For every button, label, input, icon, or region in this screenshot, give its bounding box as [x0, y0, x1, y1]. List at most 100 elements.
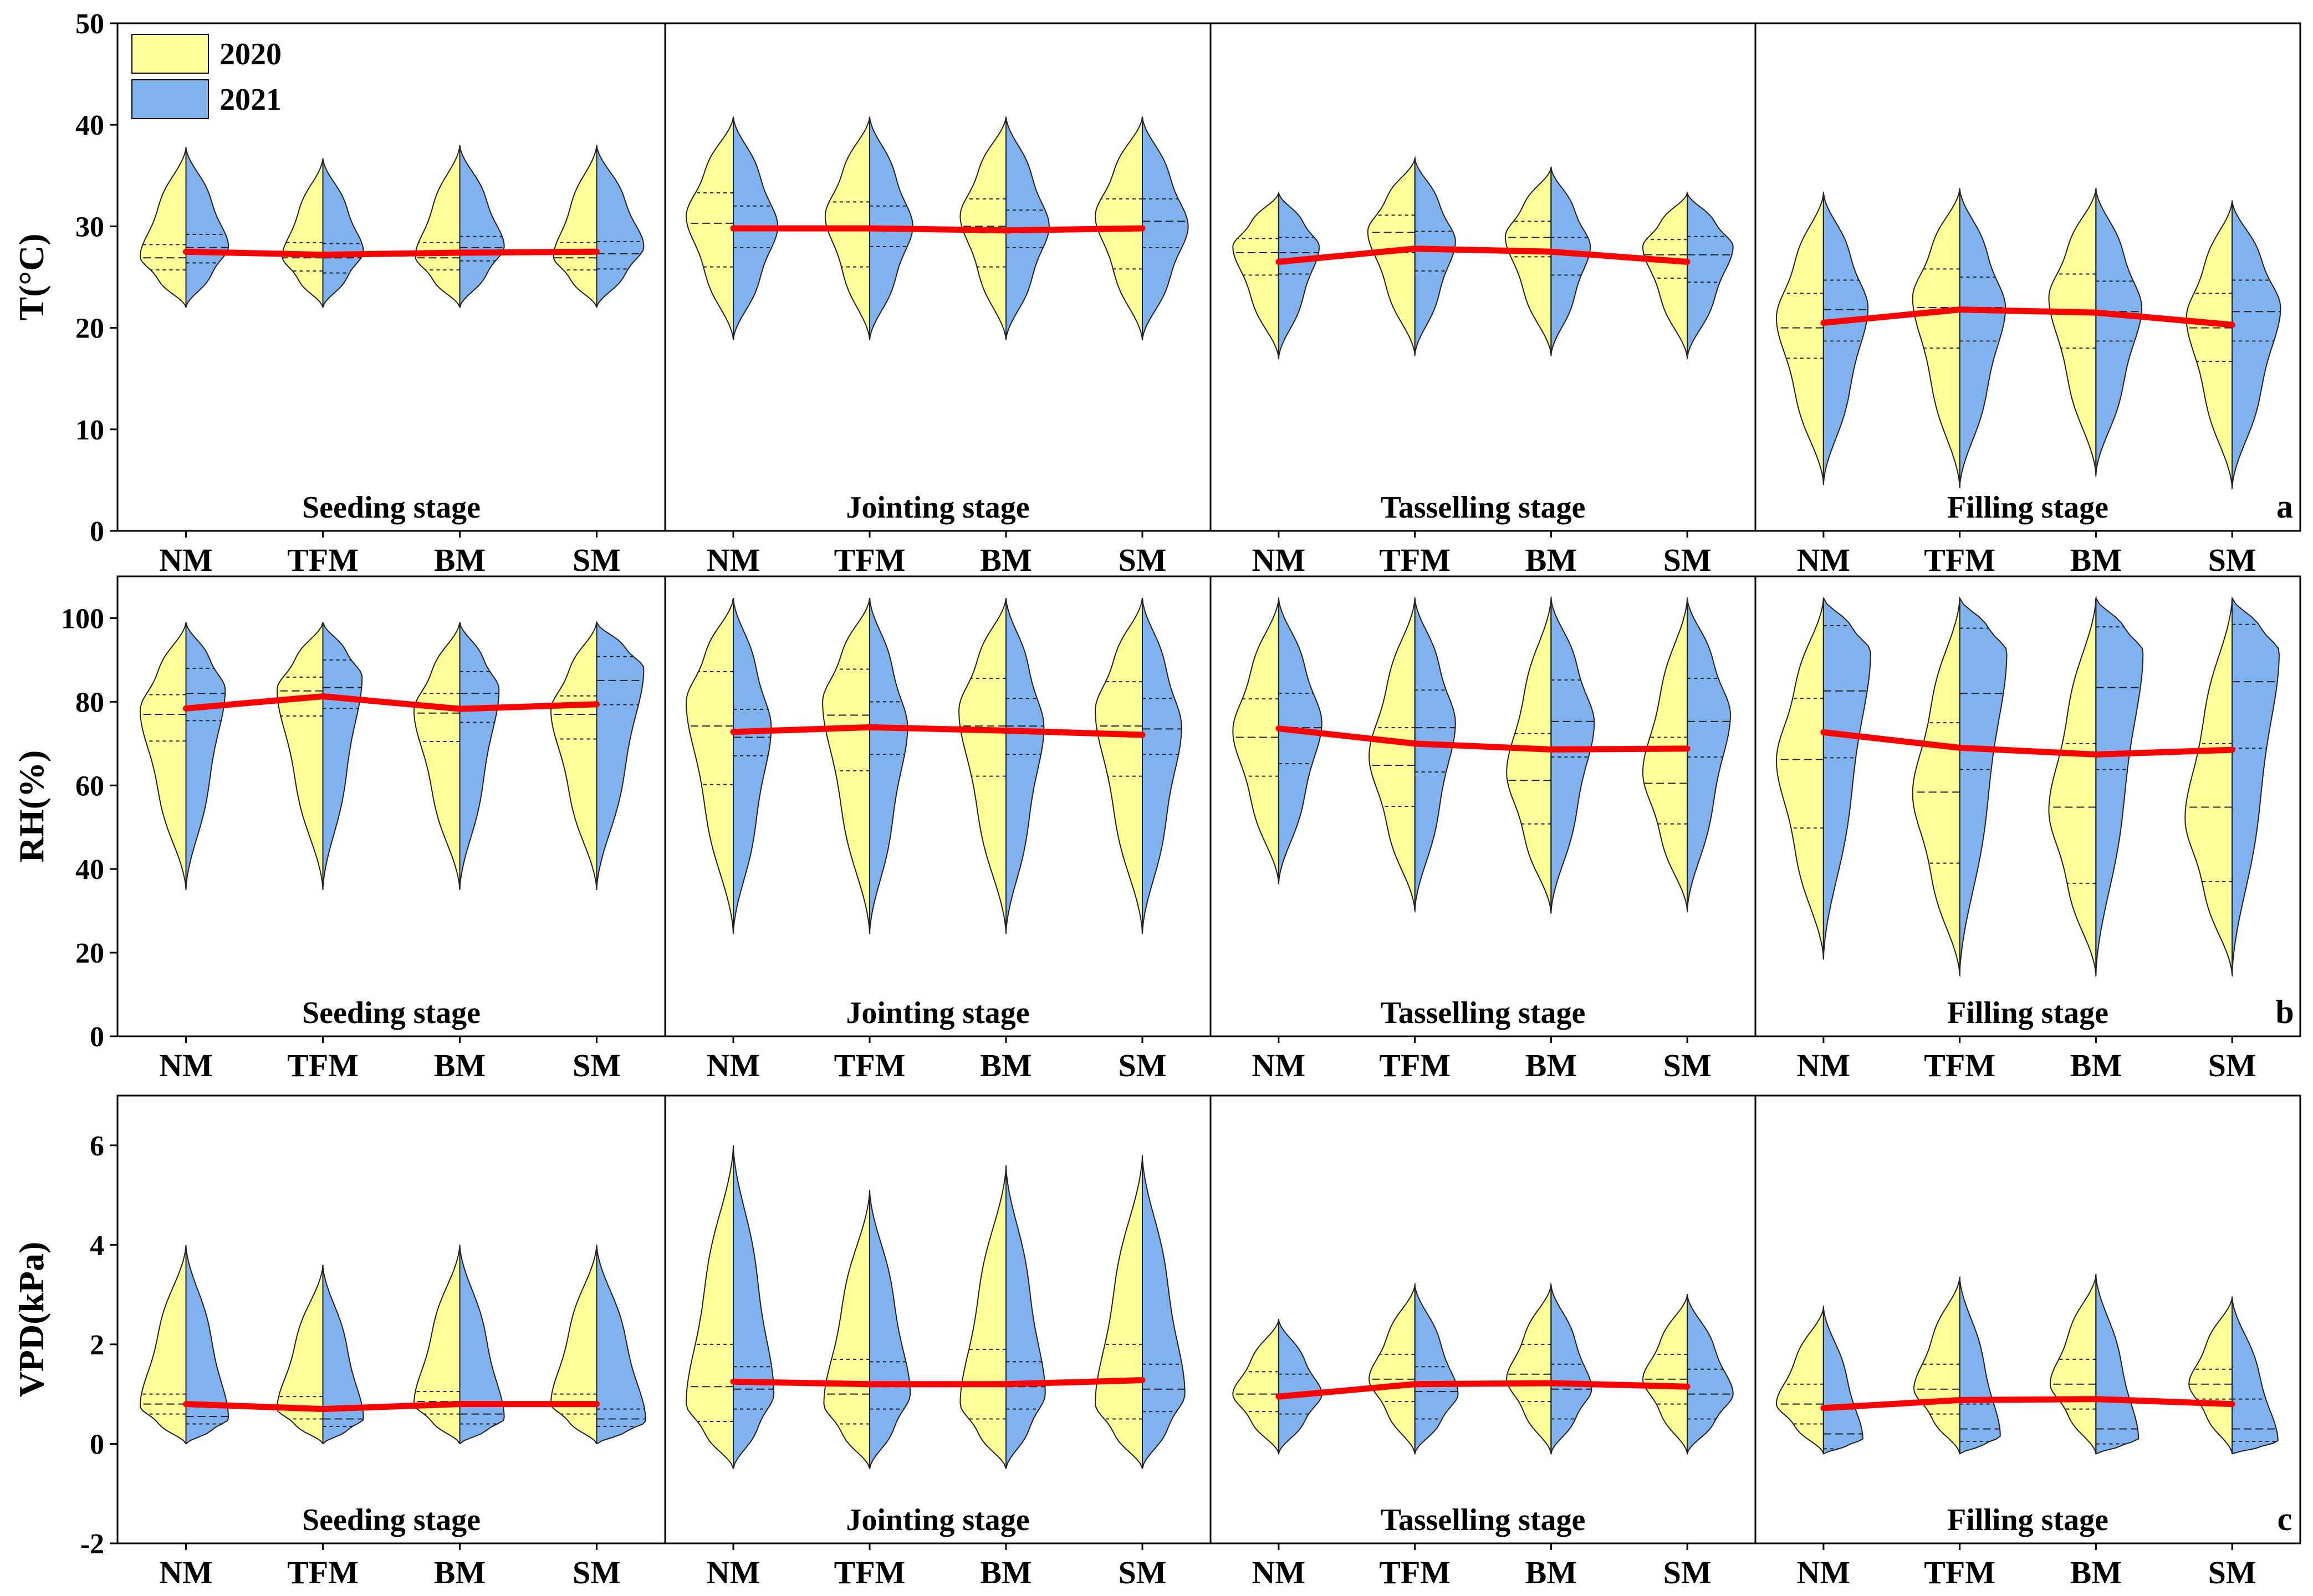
mean-trend-line	[1820, 306, 2235, 328]
x-tick-label: TFM	[834, 542, 906, 578]
violin-2021-tfm	[1414, 1283, 1459, 1455]
x-tick-label: TFM	[287, 1554, 359, 1590]
stage-title: Seeding stage	[302, 996, 481, 1030]
x-tick-label: NM	[1252, 1047, 1306, 1083]
violin-2020-nm	[686, 116, 734, 340]
x-tick-label: NM	[1797, 542, 1851, 578]
violin-2020-bm	[413, 1245, 461, 1444]
legend-swatch-2020	[131, 34, 209, 74]
x-tick-label: NM	[159, 542, 213, 578]
violin-2021-sm	[1142, 116, 1189, 340]
violin-2021-bm	[459, 145, 505, 308]
violin-2021-nm	[185, 147, 229, 308]
violin-2021-bm	[1550, 165, 1591, 357]
y-tick-label: 40	[75, 110, 104, 141]
x-tick-label: NM	[1252, 542, 1306, 578]
violin-2021-bm	[459, 622, 500, 890]
violin-2020-bm	[1506, 1284, 1552, 1455]
x-tick-label: TFM	[1924, 1047, 1995, 1083]
violin-2020-sm	[1642, 191, 1688, 360]
violin-2020-sm	[2184, 596, 2233, 977]
violin-2020-tfm	[823, 1190, 870, 1469]
x-tick-label: SM	[1119, 542, 1167, 578]
panel-letter: c	[2278, 1501, 2292, 1537]
x-tick-label: NM	[1252, 1554, 1306, 1590]
violin-2020-bm	[2048, 597, 2097, 976]
y-axis-label: T(°C)	[12, 233, 51, 320]
violin-2021-tfm	[322, 158, 364, 308]
x-tick-label: BM	[1525, 1554, 1577, 1590]
y-tick-label: 80	[75, 687, 104, 718]
violin-2020-bm	[415, 145, 461, 308]
panel-b-1: Seeding stage NM TFM BM SM	[116, 575, 666, 1083]
violin-2020-tfm	[1912, 188, 1960, 489]
x-tick-label: SM	[573, 542, 621, 578]
violin-2021-sm	[2232, 1296, 2279, 1455]
violin-2021-sm	[1142, 1155, 1186, 1469]
violin-2021-tfm	[1414, 596, 1456, 913]
violin-2020-tfm	[276, 1265, 324, 1445]
violin-2020-tfm	[822, 598, 870, 934]
y-tick-label: 40	[75, 854, 104, 886]
stage-title: Seeding stage	[302, 490, 481, 525]
violin-2020-bm	[958, 598, 1007, 934]
violin-2020-sm	[2186, 200, 2233, 490]
panel-b-3: Tasselling stage NM TFM BM SM	[1209, 575, 1757, 1083]
violin-2020-bm	[2049, 1274, 2097, 1455]
violin-2020-sm	[553, 145, 598, 308]
stage-title: Jointing stage	[846, 996, 1029, 1030]
mean-trend-line	[730, 225, 1146, 234]
violin-2021-sm	[2232, 597, 2280, 977]
stage-title: Filling stage	[1947, 996, 2108, 1030]
y-tick-label: 20	[75, 313, 104, 345]
violin-2021-sm	[2231, 200, 2281, 490]
panel-a-3: Tasselling stage NM TFM BM SM	[1209, 22, 1757, 578]
stage-title: Seeding stage	[302, 1503, 481, 1537]
y-tick-label: 6	[90, 1130, 104, 1162]
violin-2021-bm	[459, 1245, 505, 1445]
legend-label-2021: 2021	[219, 83, 282, 117]
violin-2021-bm	[2095, 597, 2144, 976]
y-tick-label: 0	[90, 1429, 104, 1460]
x-tick-label: SM	[2208, 542, 2256, 578]
violin-2020-tfm	[276, 622, 324, 890]
panel-frame	[1754, 22, 2301, 532]
violin-2021-sm	[596, 620, 645, 890]
violin-2020-nm	[1775, 192, 1824, 486]
y-tick-label: 4	[90, 1230, 104, 1261]
y-tick-label: 50	[75, 8, 104, 40]
y-tick-label: 10	[75, 415, 104, 446]
mean-trend-line	[1275, 1380, 1691, 1400]
violin-2021-nm	[733, 598, 772, 934]
x-tick-label: NM	[1797, 1047, 1851, 1083]
x-tick-label: SM	[573, 1047, 621, 1083]
violin-2021-bm	[1005, 1165, 1046, 1469]
violin-2020-tfm	[1913, 1276, 1960, 1455]
violin-2021-sm	[596, 145, 645, 308]
panel-letter: b	[2275, 994, 2294, 1030]
violin-2021-tfm	[1959, 187, 2006, 489]
y-tick-label: 0	[90, 516, 104, 548]
violin-2021-sm	[596, 1245, 647, 1445]
violin-2020-tfm	[1369, 596, 1416, 913]
violin-2020-tfm	[282, 158, 324, 308]
panel-b-4: Filling stage NM TFM BM SM b	[1754, 575, 2301, 1083]
violin-2021-nm	[1822, 597, 1871, 960]
x-tick-label: SM	[1663, 1047, 1712, 1083]
y-tick-label: 0	[90, 1021, 104, 1053]
x-tick-label: TFM	[1924, 1554, 1995, 1590]
violin-2020-bm	[959, 1165, 1007, 1469]
panel-b-2: Jointing stage NM TFM BM SM	[664, 575, 1212, 1083]
panel-a-4: Filling stage NM TFM BM SM a	[1754, 22, 2301, 578]
stage-title: Tasselling stage	[1381, 1503, 1586, 1537]
stage-title: Jointing stage	[846, 1503, 1029, 1537]
mean-trend-line	[1820, 1396, 2235, 1411]
violin-2021-nm	[733, 1145, 775, 1469]
violin-2021-sm	[1687, 597, 1731, 913]
y-tick-label: 20	[75, 938, 104, 969]
violin-2021-nm	[185, 622, 226, 890]
y-tick-label: 100	[61, 603, 104, 635]
violin-2021-bm	[1550, 1284, 1592, 1455]
